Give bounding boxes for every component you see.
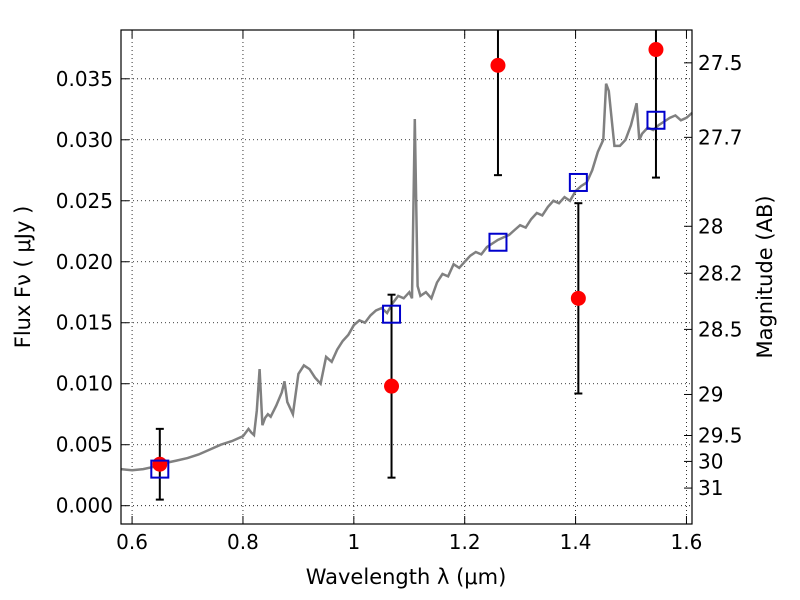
magnitude-tick-label: 28.5 xyxy=(698,317,743,341)
magnitude-axis-title: Magnitude (AB) xyxy=(753,195,777,358)
y-tick-label: 0.000 xyxy=(56,494,113,518)
model-point xyxy=(382,304,402,324)
model-point xyxy=(568,172,588,192)
magnitude-axis-ticks: 27.5 27.7 28 28.2 28.5 29 29.530 31 xyxy=(684,51,743,500)
magnitude-tick-label: 29.5 xyxy=(698,424,743,448)
y-tick-label: 0.010 xyxy=(56,372,113,396)
magnitude-tick-label: 28 xyxy=(698,214,723,238)
x-tick-label: 1.2 xyxy=(449,530,481,554)
magnitude-tick-label: 29 xyxy=(698,382,723,406)
model-point xyxy=(150,459,170,479)
model-points xyxy=(150,110,666,479)
model-spectrum-line xyxy=(120,83,693,472)
x-tick-label: 1 xyxy=(347,530,360,554)
x-tick-label: 1.4 xyxy=(560,530,592,554)
y-tick-label: 0.015 xyxy=(56,311,113,335)
magnitude-tick-label: 28.2 xyxy=(698,261,743,285)
y-axis-ticks: 0.000 0.005 0.010 0.015 0.020 0.025 0.030 0.035 xyxy=(56,67,129,518)
x-tick-label: 0.8 xyxy=(227,530,259,554)
y-tick-label: 0.020 xyxy=(56,250,113,274)
y-tick-label: 0.035 xyxy=(56,67,113,91)
observed-point xyxy=(384,378,400,394)
y-axis-title: Flux Fν ( μJy ) xyxy=(11,206,35,349)
y-tick-label: 0.025 xyxy=(56,189,113,213)
x-tick-label: 0.6 xyxy=(116,530,148,554)
model-point xyxy=(646,110,666,130)
magnitude-tick-label: 27.7 xyxy=(698,125,743,149)
y-tick-label: 0.030 xyxy=(56,128,113,152)
observed-point xyxy=(648,42,664,58)
y-tick-label: 0.005 xyxy=(56,433,113,457)
x-axis-ticks: 0.6 0.8 1 1.2 1.4 1.6 xyxy=(116,30,702,554)
plot-frame xyxy=(120,29,693,525)
x-tick-label: 1.6 xyxy=(671,530,703,554)
observed-point xyxy=(490,57,506,73)
observed-point xyxy=(152,456,168,472)
magnitude-tick-label: 31 xyxy=(698,476,723,500)
plot-area xyxy=(121,30,692,524)
magnitude-tick-label: 30 xyxy=(698,449,723,473)
x-axis-title: Wavelength λ (μm) xyxy=(306,565,507,589)
observed-point xyxy=(570,290,586,306)
model-point xyxy=(488,232,508,252)
magnitude-tick-label: 27.5 xyxy=(698,51,743,75)
